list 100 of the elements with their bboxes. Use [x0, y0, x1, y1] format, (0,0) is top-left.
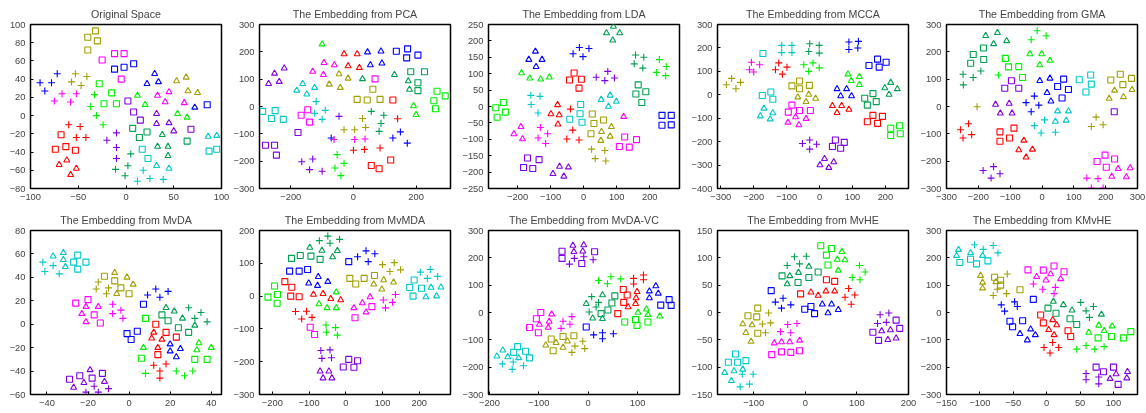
chart-title: The Embedding from MCCA	[746, 7, 881, 20]
chart-title: Original Space	[91, 7, 162, 20]
y-tick-label: −100	[920, 128, 942, 139]
x-tick-label: −100	[298, 397, 320, 408]
x-tick-label: −100	[969, 397, 991, 408]
x-tick-label: 100	[629, 397, 646, 408]
y-tick-label: −60	[9, 165, 26, 176]
y-tick-label: −300	[233, 389, 255, 400]
y-tick-label: 200	[696, 42, 713, 53]
y-tick-label: 20	[15, 92, 26, 103]
x-tick-label: 100	[608, 191, 625, 202]
x-tick-label: 200	[408, 191, 424, 202]
y-tick-label: 150	[696, 225, 713, 236]
x-tick-label: 0	[1039, 191, 1045, 202]
x-tick-label: 100	[374, 397, 391, 408]
x-tick-label: 0	[343, 397, 349, 408]
y-tick-label: −100	[462, 134, 484, 145]
y-tick-label: 80	[15, 37, 26, 48]
y-tick-label: 100	[696, 252, 713, 263]
y-tick-label: −300	[920, 183, 942, 194]
y-tick-label: 0	[478, 101, 484, 112]
x-tick-label: 0	[581, 191, 587, 202]
y-tick-label: 200	[467, 35, 484, 46]
y-tick-label: −100	[233, 323, 255, 334]
x-tick-label: 0	[585, 397, 591, 408]
y-tick-label: 300	[925, 19, 942, 30]
x-tick-label: −100	[776, 191, 798, 202]
y-tick-label: 0	[707, 307, 713, 318]
x-tick-label: −200	[967, 191, 989, 202]
y-tick-label: −200	[462, 167, 484, 178]
y-tick-label: 200	[238, 225, 255, 236]
y-tick-label: −80	[9, 183, 26, 194]
x-tick-label: −200	[507, 191, 529, 202]
x-tick-label: 100	[1105, 397, 1122, 408]
x-tick-label: 50	[168, 191, 179, 202]
y-tick-label: 200	[467, 252, 484, 263]
y-tick-label: 200	[925, 46, 942, 57]
y-tick-label: 200	[925, 252, 942, 263]
x-tick-label: 0	[1044, 397, 1050, 408]
y-tick-label: 0	[249, 101, 255, 112]
x-tick-label: 200	[900, 397, 917, 408]
y-tick-label: 50	[702, 280, 713, 291]
y-tick-label: 0	[249, 291, 255, 302]
x-tick-label: 200	[641, 191, 658, 202]
y-tick-label: −100	[691, 362, 713, 373]
chart-title: The Embedding from MvDA-VC	[509, 213, 660, 226]
x-tick-label: −200	[743, 191, 765, 202]
x-tick-label: 100	[849, 397, 865, 408]
y-tick-label: −50	[696, 334, 713, 345]
x-tick-label: −200	[280, 191, 302, 202]
x-tick-label: 0	[802, 397, 808, 408]
x-tick-label: −40	[39, 397, 55, 408]
chart-title: The Embedding from LDA	[522, 7, 647, 20]
y-tick-label: −40	[9, 366, 26, 377]
x-tick-label: 200	[1097, 191, 1114, 202]
y-tick-label: −150	[691, 389, 713, 400]
y-tick-label: 0	[20, 319, 26, 330]
y-tick-label: 300	[925, 225, 942, 236]
x-tick-label: −100	[999, 191, 1021, 202]
y-tick-label: −60	[9, 389, 26, 400]
y-tick-label: 60	[15, 248, 26, 259]
y-tick-label: −100	[462, 334, 484, 345]
x-tick-label: −100	[540, 191, 562, 202]
y-tick-label: −300	[691, 160, 713, 171]
y-tick-label: 150	[467, 52, 484, 63]
y-tick-label: −20	[9, 342, 26, 353]
y-tick-label: −100	[691, 113, 713, 124]
y-tick-label: −300	[462, 389, 484, 400]
y-tick-label: 100	[925, 280, 942, 291]
x-tick-label: 100	[844, 191, 861, 202]
y-tick-label: 100	[9, 19, 26, 30]
chart-title: The Embedding from MvHE	[747, 213, 879, 226]
y-tick-label: 0	[707, 89, 713, 100]
y-tick-label: −20	[9, 128, 26, 139]
y-tick-label: −50	[467, 117, 484, 128]
y-tick-label: 0	[478, 307, 484, 318]
y-tick-label: 100	[696, 66, 713, 77]
x-tick-label: 20	[164, 397, 176, 408]
y-tick-label: −300	[920, 389, 942, 400]
y-tick-label: 40	[15, 272, 26, 283]
y-tick-label: 80	[15, 225, 26, 236]
y-tick-label: 20	[15, 295, 26, 306]
y-tick-label: −200	[462, 362, 484, 373]
y-tick-label: −40	[9, 147, 26, 158]
chart-title: The Embedding from PCA	[292, 7, 419, 20]
x-tick-label: 0	[350, 191, 357, 202]
x-tick-label: 200	[877, 191, 894, 202]
x-tick-label: −50	[70, 191, 87, 202]
y-tick-label: 40	[15, 74, 26, 85]
y-tick-label: −150	[462, 150, 484, 161]
y-tick-label: −400	[691, 183, 713, 194]
chart-title: The Embedding from MvMDA	[284, 213, 427, 226]
y-tick-label: −200	[233, 156, 255, 167]
y-tick-label: −100	[233, 128, 255, 139]
x-tick-label: 0	[816, 191, 823, 202]
x-tick-label: 0	[123, 191, 129, 202]
x-tick-label: 50	[1074, 397, 1086, 408]
y-tick-label: 100	[238, 74, 255, 85]
y-tick-label: −100	[920, 334, 942, 345]
chart-title: The Embedding from KMvHE	[972, 213, 1112, 226]
